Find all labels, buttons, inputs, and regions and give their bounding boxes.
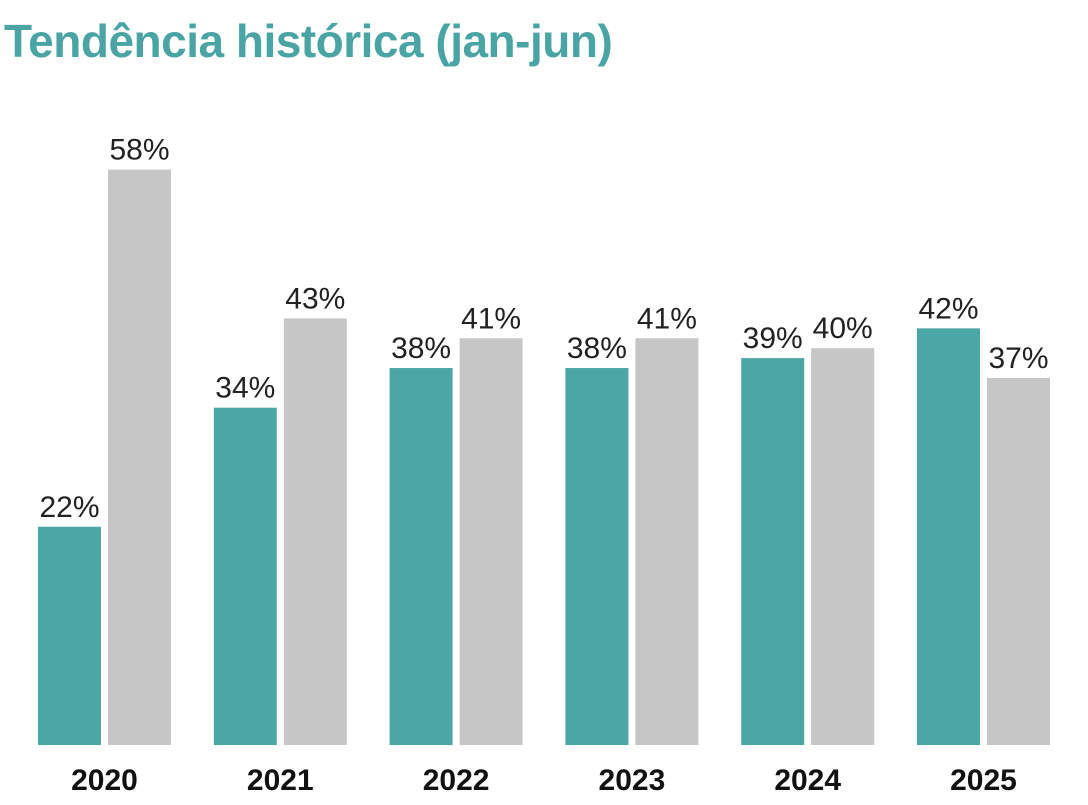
data-label: 22% — [39, 491, 99, 524]
bar-2020-series-1 — [38, 526, 101, 745]
data-label: 43% — [285, 282, 345, 315]
x-tick-label: 2020 — [71, 764, 138, 797]
data-label: 39% — [743, 322, 803, 355]
x-tick-label: 2025 — [950, 764, 1017, 797]
data-label: 58% — [109, 134, 169, 167]
chart-title: Tendência histórica (jan-jun) — [4, 15, 613, 67]
bar-2025-series-1 — [917, 328, 980, 745]
bar-2023-series-2 — [635, 338, 699, 745]
bar-2022-series-1 — [389, 368, 453, 745]
x-tick-label: 2022 — [423, 764, 490, 797]
data-label: 38% — [391, 332, 451, 365]
bar-2024-series-1 — [741, 358, 805, 745]
data-label: 41% — [637, 302, 697, 335]
bar-2021-series-2 — [283, 318, 347, 745]
data-label: 42% — [918, 292, 978, 325]
bar-2021-series-1 — [213, 407, 277, 745]
bar-2024-series-2 — [811, 348, 875, 745]
data-label: 40% — [813, 312, 873, 345]
bar-2023-series-1 — [565, 368, 629, 745]
data-label: 37% — [988, 342, 1048, 375]
x-tick-label: 2024 — [774, 764, 841, 797]
data-label: 38% — [567, 332, 627, 365]
x-tick-label: 2021 — [247, 764, 314, 797]
bar-2025-series-2 — [987, 377, 1050, 745]
data-label: 41% — [461, 302, 521, 335]
bar-2020-series-2 — [108, 169, 171, 745]
bar-2022-series-2 — [459, 338, 523, 745]
data-label: 34% — [215, 372, 275, 405]
x-tick-label: 2023 — [599, 764, 666, 797]
